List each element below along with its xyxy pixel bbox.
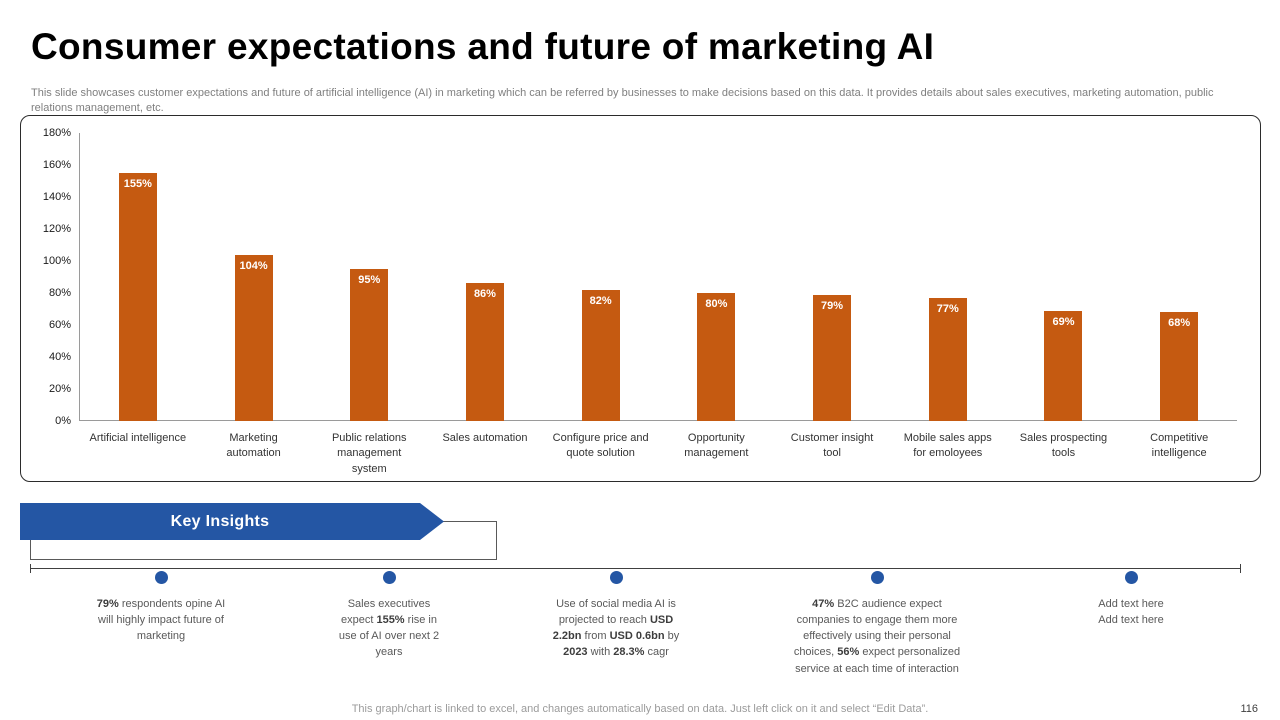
bar: 80% — [697, 293, 736, 421]
bars-container: 155% Artificial intelligence 104% Marketing… — [80, 133, 1237, 475]
category-label: Artificial intelligence — [89, 432, 187, 444]
chart-column: 155% Artificial intelligence — [80, 133, 196, 444]
timeline-dot — [609, 571, 623, 584]
plot-area: 155% Artificial intelligence 104% Marketing… — [79, 133, 1237, 475]
chart-column: 68% Competitive intelligence — [1121, 133, 1237, 459]
bar-value-label: 68% — [1168, 317, 1191, 330]
bar: 69% — [1044, 310, 1083, 421]
category-label: Sales automation — [442, 432, 528, 444]
bar-value-label: 104% — [239, 259, 268, 272]
y-axis-tick-label: 0% — [55, 415, 71, 427]
timeline-end-tick — [1240, 564, 1241, 573]
bar-value-label: 155% — [123, 178, 152, 190]
y-axis-tick-label: 40% — [48, 351, 71, 363]
bar-value-label: 79% — [821, 299, 844, 312]
timeline-start-tick — [30, 564, 31, 573]
bar: 68% — [1160, 312, 1199, 421]
category-label: Public relations management system — [331, 432, 407, 475]
category-label: Mobile sales apps for emoloyees — [903, 432, 992, 460]
timeline-dot — [870, 571, 884, 584]
y-axis-tick-label: 120% — [42, 223, 71, 235]
chart-column: 77% Mobile sales apps for emoloyees — [890, 133, 1006, 459]
page-title: Consumer expectations and future of mark… — [31, 26, 935, 67]
y-axis-tick-label: 60% — [48, 319, 71, 331]
bar: 104% — [234, 254, 273, 421]
bar: 95% — [350, 269, 389, 421]
category-label: Opportunity management — [684, 432, 749, 460]
key-insights-label: Key Insights — [170, 512, 270, 530]
chart-column: 95% Public relations management system — [311, 133, 427, 475]
y-axis-tick-label: 180% — [42, 127, 71, 139]
chart-column: 69% Sales prospecting tools — [1006, 133, 1122, 459]
timeline-dot — [382, 571, 396, 584]
bar: 77% — [928, 297, 967, 421]
y-axis-tick-label: 100% — [42, 255, 71, 267]
chart-column: 86% Sales automation — [427, 133, 543, 444]
bar: 82% — [581, 289, 620, 421]
insight-text: 79% respondents opine AI will highly imp… — [96, 598, 226, 643]
chart-column: 82% Configure price and quote solution — [543, 133, 659, 459]
key-insights-banner: Key Insights — [20, 503, 444, 540]
y-axis: 180% 160% 140% 120% 100% 80% 60% 40% 20% 0% — [29, 127, 77, 427]
category-label: Customer insight tool — [790, 432, 874, 460]
bar-value-label: 95% — [358, 274, 381, 286]
bar: 155% — [118, 173, 157, 421]
bar-value-label: 82% — [589, 294, 612, 307]
timeline-line — [30, 568, 1241, 569]
category-label: Sales prospecting tools — [1019, 432, 1108, 460]
insight-text-placeholder[interactable]: Add text here Add text here — [1098, 598, 1164, 627]
chart-column: 104% Marketing automation — [196, 133, 312, 459]
y-axis-tick-label: 20% — [48, 383, 71, 395]
bar-value-label: 80% — [705, 298, 728, 310]
footer-note: This graph/chart is linked to excel, and… — [351, 703, 929, 715]
insight-text: Sales executives expect 155% rise in use… — [338, 598, 440, 659]
insight-text: 47% B2C audience expect companies to eng… — [793, 598, 961, 675]
category-label: Configure price and quote solution — [552, 432, 649, 460]
bar: 86% — [465, 283, 504, 421]
bar-value-label: 69% — [1052, 315, 1075, 328]
insight-text: Use of social media AI is projected to r… — [552, 598, 680, 659]
chart-column: 79% Customer insight tool — [774, 133, 890, 459]
page-number: 116 — [1240, 703, 1258, 715]
y-axis-tick-label: 140% — [42, 191, 71, 203]
y-axis-tick-label: 80% — [48, 287, 71, 299]
bar-value-label: 77% — [936, 302, 959, 315]
category-label: Marketing automation — [226, 432, 281, 460]
bar: 79% — [813, 294, 852, 421]
bar-chart[interactable]: 180% 160% 140% 120% 100% 80% 60% 40% 20% 0% 155% A… — [20, 115, 1261, 482]
chart-column: 80% Opportunity management — [659, 133, 775, 459]
y-axis-tick-label: 160% — [42, 159, 71, 171]
category-label: Competitive intelligence — [1150, 432, 1209, 460]
bar-value-label: 86% — [473, 288, 496, 301]
timeline-dot — [1124, 571, 1138, 584]
timeline-dot — [154, 571, 168, 584]
slide-subtitle: This slide showcases customer expectatio… — [31, 87, 1214, 114]
